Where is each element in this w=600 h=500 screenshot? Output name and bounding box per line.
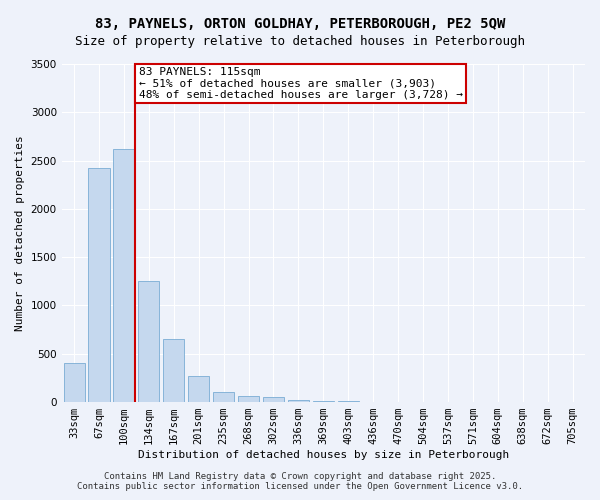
- Bar: [238, 396, 259, 402]
- Bar: [88, 168, 110, 402]
- Bar: [64, 364, 85, 402]
- Y-axis label: Number of detached properties: Number of detached properties: [15, 135, 25, 331]
- Text: 83 PAYNELS: 115sqm
← 51% of detached houses are smaller (3,903)
48% of semi-deta: 83 PAYNELS: 115sqm ← 51% of detached hou…: [139, 67, 463, 100]
- Bar: [113, 149, 134, 402]
- Bar: [138, 282, 160, 402]
- Bar: [213, 392, 234, 402]
- Bar: [163, 340, 184, 402]
- Bar: [313, 401, 334, 402]
- Text: Size of property relative to detached houses in Peterborough: Size of property relative to detached ho…: [75, 35, 525, 48]
- Bar: [288, 400, 309, 402]
- Text: Contains HM Land Registry data © Crown copyright and database right 2025.
Contai: Contains HM Land Registry data © Crown c…: [77, 472, 523, 491]
- Text: 83, PAYNELS, ORTON GOLDHAY, PETERBOROUGH, PE2 5QW: 83, PAYNELS, ORTON GOLDHAY, PETERBOROUGH…: [95, 18, 505, 32]
- Bar: [188, 376, 209, 402]
- X-axis label: Distribution of detached houses by size in Peterborough: Distribution of detached houses by size …: [138, 450, 509, 460]
- Bar: [263, 398, 284, 402]
